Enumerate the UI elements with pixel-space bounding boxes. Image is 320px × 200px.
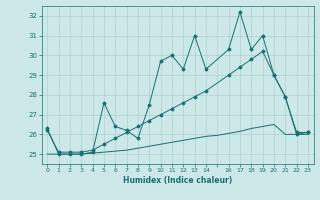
X-axis label: Humidex (Indice chaleur): Humidex (Indice chaleur): [123, 176, 232, 185]
